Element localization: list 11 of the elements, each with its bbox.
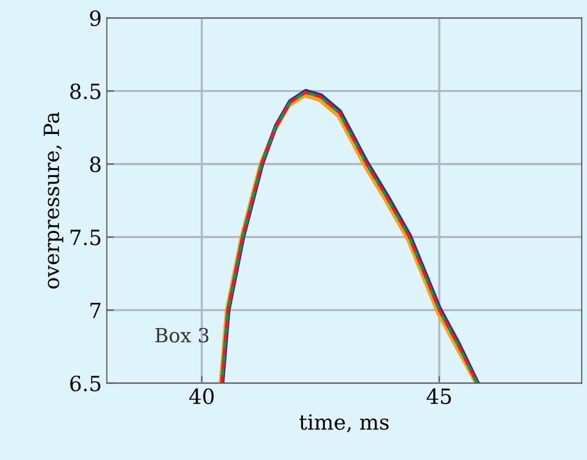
y-tick-label: 6.5 bbox=[70, 376, 100, 392]
y-tick-label: 9 bbox=[90, 10, 101, 26]
y-tick-label: 8 bbox=[90, 156, 101, 172]
y-tick-label: 7 bbox=[90, 302, 100, 318]
y-axis-title: overpressure, Pa bbox=[44, 112, 64, 289]
y-tick-label: 8.5 bbox=[70, 83, 100, 100]
x-axis-title: time, ms bbox=[299, 414, 389, 432]
annotation: Box 3 bbox=[155, 328, 208, 343]
y-tick-label: 7.5 bbox=[70, 230, 100, 246]
x-tick-label: 45 bbox=[426, 388, 451, 404]
x-tick-label: 40 bbox=[189, 388, 214, 404]
